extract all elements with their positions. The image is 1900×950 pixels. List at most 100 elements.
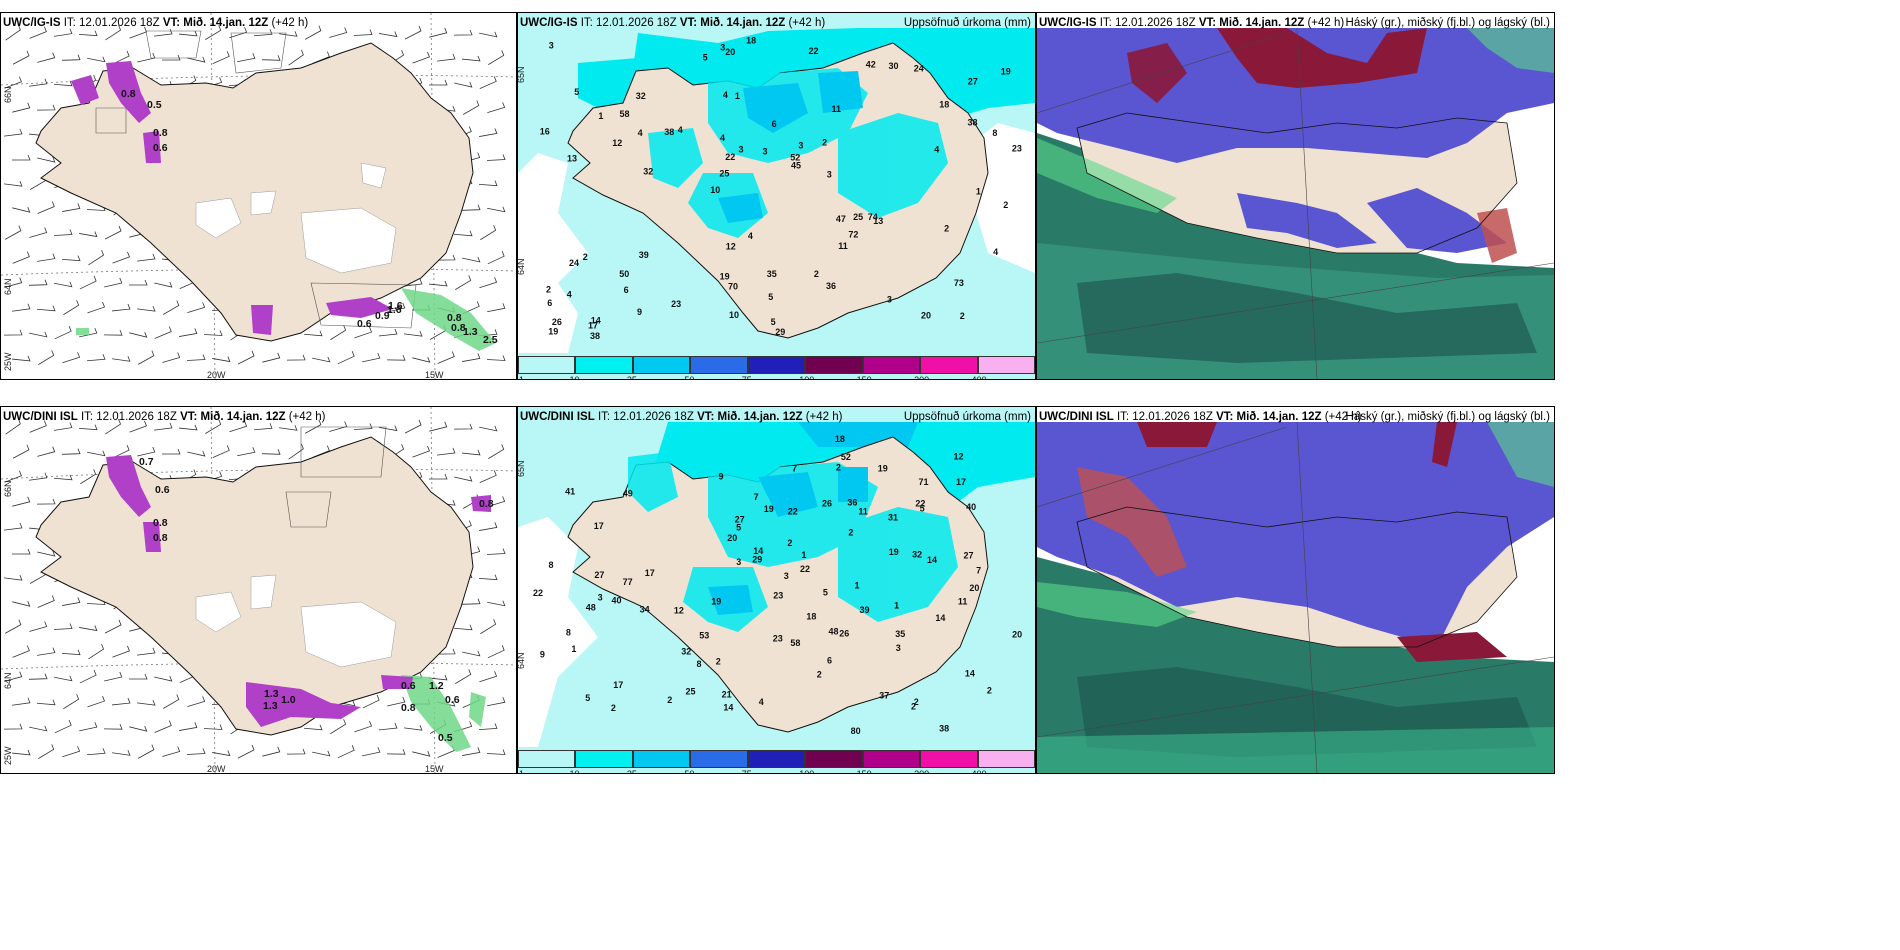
wind-barb bbox=[487, 206, 506, 213]
wind-barb bbox=[154, 675, 173, 682]
precip-amount-label: 19 bbox=[1001, 66, 1011, 76]
wind-barb bbox=[429, 27, 448, 38]
wind-barb bbox=[12, 207, 31, 213]
wind-barb bbox=[37, 647, 56, 656]
precip-amount-label: 2 bbox=[1003, 200, 1008, 210]
precip-amount-label: 2 bbox=[822, 137, 827, 147]
precip-amount-label: 5 bbox=[823, 588, 828, 598]
wind-barb bbox=[404, 330, 423, 337]
precip-amount-label: 12 bbox=[674, 606, 684, 616]
wind-barb bbox=[105, 24, 122, 41]
precip-amount-label: 23 bbox=[773, 633, 783, 643]
wind-barb bbox=[12, 50, 30, 65]
precip-amount-label: 25 bbox=[853, 212, 863, 222]
colorbar-tick: 100 bbox=[799, 375, 815, 380]
wind-barb bbox=[29, 472, 48, 481]
wind-barb bbox=[179, 722, 198, 731]
lat-label: 66N bbox=[3, 86, 13, 103]
wind-barb bbox=[29, 78, 48, 87]
wind-barb bbox=[62, 352, 81, 364]
wind-barb bbox=[379, 328, 398, 337]
wind-barb bbox=[88, 643, 105, 660]
precip-value-label: 0.6 bbox=[155, 484, 170, 496]
precip-amount-label: 3 bbox=[798, 141, 803, 151]
wind-barb bbox=[304, 419, 322, 434]
wind-barb bbox=[29, 227, 48, 238]
wind-barb bbox=[104, 619, 122, 634]
precip-amount-label: 3 bbox=[720, 43, 725, 53]
wind-barb bbox=[487, 697, 506, 707]
precip-amount-label: 77 bbox=[623, 577, 633, 587]
precip-amount-label: 5 bbox=[736, 522, 741, 532]
precip-amount-label: 6 bbox=[624, 285, 629, 295]
wind-barb bbox=[187, 450, 206, 457]
wind-barb bbox=[112, 444, 130, 459]
precip-amount-label: 32 bbox=[636, 91, 646, 101]
precip-amount-label: 3 bbox=[549, 41, 554, 51]
wind-barb bbox=[104, 671, 123, 682]
wind-barb bbox=[353, 423, 373, 430]
wind-barb bbox=[79, 327, 98, 338]
wind-barb bbox=[454, 475, 473, 482]
wind-barb bbox=[162, 746, 181, 757]
wind-barb bbox=[488, 444, 505, 459]
colorbar-swatch bbox=[805, 750, 863, 768]
colorbar-tick: 25 bbox=[626, 769, 637, 774]
wind-barb bbox=[312, 356, 331, 363]
wind-barb bbox=[62, 746, 81, 758]
wind-barb bbox=[279, 31, 298, 37]
wind-barb bbox=[453, 230, 473, 237]
precip-amount-label: 4 bbox=[567, 290, 572, 300]
wind-barb bbox=[203, 724, 223, 730]
wind-barb bbox=[312, 750, 331, 757]
precip-amount-label: 1 bbox=[801, 550, 806, 560]
wind-barb bbox=[28, 279, 48, 286]
map-panel-dini-clouds: UWC/DINI ISL IT: 12.01.2026 18Z VT: Mið.… bbox=[1036, 406, 1555, 774]
precip-value-label: 0.6 bbox=[357, 318, 372, 330]
colorbar-tick: 10 bbox=[569, 769, 580, 774]
wind-barb bbox=[387, 302, 406, 313]
precip-amount-label: 1 bbox=[571, 644, 576, 654]
wind-barb bbox=[53, 80, 73, 87]
wind-barb bbox=[12, 154, 31, 161]
wind-barb bbox=[286, 354, 306, 361]
precip-amount-label: 16 bbox=[540, 127, 550, 137]
precip-amount-label: 5 bbox=[585, 693, 590, 703]
precip-value-label: 0.8 bbox=[153, 532, 168, 544]
precip-amount-label: 42 bbox=[866, 60, 876, 70]
wind-barb bbox=[29, 725, 48, 732]
wind-barb bbox=[463, 100, 480, 115]
panel-header: UWC/IG-IS IT: 12.01.2026 18Z VT: Mið. 14… bbox=[520, 17, 826, 29]
precip-amount-label: 27 bbox=[594, 570, 604, 580]
precip-amount-label: 4 bbox=[993, 247, 998, 257]
lat-label: 65N bbox=[517, 460, 526, 477]
wind-barb bbox=[36, 104, 56, 111]
precip-amount-label: 12 bbox=[726, 242, 736, 252]
precip-amount-label: 49 bbox=[623, 489, 633, 499]
map-panel-ig-is-precip: 2 13 27 10 11 14 4 6 2 4 6 6 1 3 13 5 20 23 47 38 25 19 22 32 42… bbox=[517, 12, 1036, 380]
wind-barb bbox=[4, 574, 23, 581]
precip-amount-label: 6 bbox=[547, 298, 552, 308]
wind-barb bbox=[4, 277, 23, 288]
colorbar-swatch bbox=[747, 356, 806, 374]
precip-amount-label: 22 bbox=[809, 46, 819, 56]
precip-amount-label: 18 bbox=[835, 434, 845, 444]
hatch-areas bbox=[285, 426, 387, 528]
precip-amount-label: 4 bbox=[748, 231, 753, 241]
precip-value-label: 0.8 bbox=[401, 702, 416, 714]
precip-amount-label: 11 bbox=[858, 507, 868, 517]
wind-barb bbox=[79, 231, 98, 238]
wind-barb bbox=[105, 418, 122, 435]
colorbar-swatch bbox=[862, 750, 921, 768]
precip-value-label: 0.8 bbox=[121, 88, 136, 100]
precip-value-label: 0.8 bbox=[153, 517, 168, 529]
colorbar-swatch bbox=[690, 750, 748, 768]
precip-value-label: 0.6 bbox=[445, 694, 460, 706]
precip-amount-label: 17 bbox=[956, 477, 966, 487]
precip-amount-label: 6 bbox=[827, 656, 832, 666]
precip-amount-label: 18 bbox=[939, 99, 949, 109]
wind-barb bbox=[154, 281, 173, 288]
wind-barb bbox=[28, 673, 48, 680]
precip-value-label: 1.3 bbox=[264, 688, 279, 700]
wind-barb bbox=[103, 330, 123, 336]
